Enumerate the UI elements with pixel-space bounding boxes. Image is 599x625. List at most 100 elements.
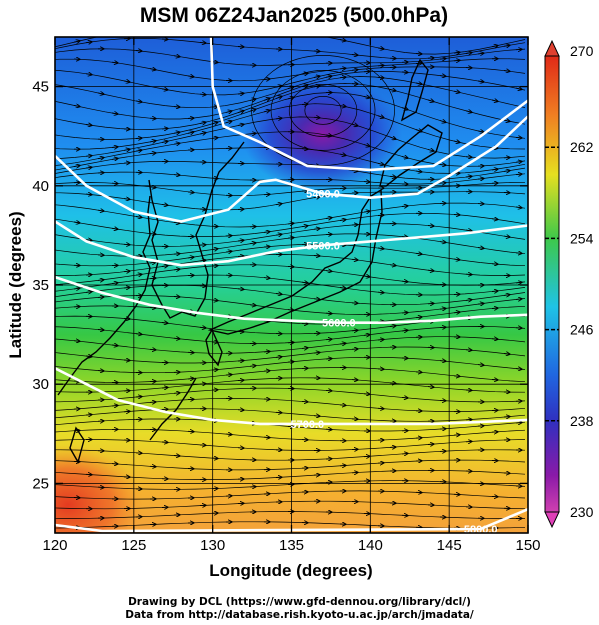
wind-arrow (363, 211, 370, 212)
wind-arrow (149, 141, 156, 142)
wind-arrow (363, 96, 370, 97)
contour-label-3: 5700.0 (290, 419, 324, 431)
wind-arrow (225, 121, 232, 123)
wind-arrow (249, 305, 256, 306)
axis-ticks (54, 37, 529, 533)
wind-arrow (427, 58, 434, 59)
wind-arrow (339, 106, 346, 107)
wind-arrow (173, 56, 180, 57)
wind-arrow (135, 334, 142, 335)
colorbar-tick-label: 270 (570, 43, 594, 59)
wind-arrow (453, 259, 460, 260)
wind-arrow (415, 253, 422, 254)
wind-arrow (439, 242, 446, 243)
wind-arrow (515, 282, 522, 283)
wind-arrow (491, 46, 498, 47)
wind-arrow (85, 292, 92, 293)
wind-arrow (465, 300, 472, 301)
wind-arrow (415, 438, 422, 439)
x-tick-label: 135 (279, 537, 304, 554)
wind-arrow (377, 248, 384, 249)
streamline-9 (55, 103, 526, 150)
wind-arrow (503, 71, 510, 72)
wind-arrow (111, 405, 118, 406)
wind-arrow (377, 116, 384, 118)
wind-arrow (263, 79, 270, 80)
map-title: MSM 06Z24Jan2025 (500.0hPa) (140, 4, 448, 27)
wind-arrow (351, 124, 358, 126)
wind-arrow (211, 370, 218, 371)
wind-arrow (199, 384, 206, 385)
wind-arrow (111, 345, 118, 346)
wind-arrow (111, 283, 118, 284)
wind-arrow (453, 52, 460, 53)
wind-arrow (287, 97, 294, 99)
wind-arrow (149, 262, 156, 263)
y-tick-label: 45 (32, 79, 49, 96)
wind-arrow (363, 276, 370, 277)
colorbar-tick-label: 238 (570, 413, 594, 429)
wind-arrow (301, 226, 308, 227)
wind-arrow (301, 191, 308, 192)
wind-arrow (339, 154, 346, 155)
wind-arrow (85, 74, 92, 75)
wind-arrow (287, 362, 294, 363)
wind-arrow (339, 405, 346, 406)
wind-arrow (477, 365, 484, 366)
wind-arrow (313, 352, 320, 353)
wind-arrow (97, 93, 104, 94)
wind-arrow (503, 295, 510, 296)
wind-arrow (123, 163, 130, 164)
wind-arrow (287, 238, 294, 239)
coastline-mainland (57, 195, 151, 396)
streamline-30 (55, 336, 526, 354)
wind-arrow (491, 291, 498, 292)
wind-arrow (515, 161, 522, 162)
wind-arrow (325, 339, 332, 340)
wind-arrow (199, 122, 206, 123)
wind-arrow (515, 299, 522, 300)
contour-line-0 (55, 115, 528, 223)
wind-arrow (363, 394, 370, 395)
streamline-33 (55, 367, 526, 383)
streamline-0 (55, 37, 526, 55)
wind-arrow (237, 240, 244, 241)
wind-arrow (389, 137, 396, 139)
wind-arrow (123, 271, 130, 272)
wind-arrow (427, 100, 434, 102)
wind-arrow (73, 165, 80, 166)
wind-arrow (237, 256, 244, 257)
wind-arrow (465, 230, 472, 231)
streamline-42 (55, 459, 526, 471)
wind-arrow (173, 456, 180, 457)
wind-arrow (503, 45, 510, 46)
wind-arrow (149, 69, 156, 70)
wind-arrow (491, 339, 498, 340)
wind-arrow (503, 236, 510, 237)
wind-arrow (439, 165, 446, 166)
wind-arrow (439, 76, 446, 77)
wind-arrow (249, 109, 256, 111)
wind-arrow (389, 383, 396, 384)
wind-arrow (363, 335, 370, 336)
wind-arrow (149, 187, 156, 188)
wind-arrow (263, 232, 270, 233)
wind-arrow (477, 248, 484, 249)
wind-arrow (123, 287, 130, 288)
wind-arrow (263, 98, 270, 100)
wind-arrow (401, 453, 408, 454)
wind-arrow (123, 411, 130, 412)
wind-arrow (149, 402, 156, 403)
wind-arrow (401, 206, 408, 207)
wind-arrow (187, 257, 194, 258)
wind-arrow (225, 251, 232, 252)
wind-arrow (401, 330, 408, 331)
wind-arrow (73, 341, 80, 342)
wind-arrow (85, 415, 92, 416)
wind-arrow (85, 42, 92, 43)
x-tick-label: 140 (358, 537, 383, 554)
wind-arrow (249, 366, 256, 367)
wind-arrow (149, 308, 156, 309)
wind-arrow (73, 222, 80, 223)
wind-arrow (149, 153, 156, 154)
